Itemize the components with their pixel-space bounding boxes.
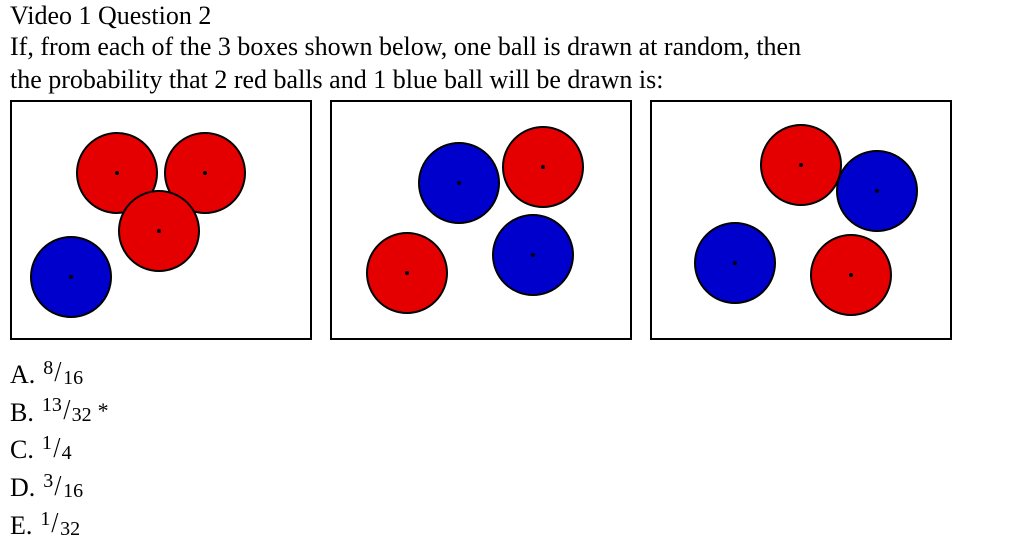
choice-letter: E. [10,508,32,543]
ball-center-dot [875,189,879,193]
ball-center-dot [405,271,409,275]
red-ball [366,232,448,314]
boxes-row [10,100,1026,340]
fraction-denominator: 32 [72,402,92,429]
question-text-line-2: the probability that 2 red balls and 1 b… [10,64,1026,97]
fraction-numerator: 1 [40,506,50,533]
correct-answer-mark: * [98,396,109,426]
ball-center-dot [457,181,461,185]
fraction-slash: / [52,505,59,543]
ball-center-dot [157,229,161,233]
red-ball [118,190,200,272]
fraction-denominator: 4 [62,440,72,467]
choice-fraction: 13/32 [42,392,92,430]
answer-choices: A.8/16B.13/32*C.1/4D.3/16E.1/32 [10,354,1026,543]
blue-ball [836,150,918,232]
fraction-slash: / [55,354,62,392]
red-ball [760,124,842,206]
ball-center-dot [849,273,853,277]
choice-fraction: 8/16 [43,354,83,392]
question-page: Video 1 Question 2 If, from each of the … [0,0,1036,553]
page-title: Video 1 Question 2 [10,0,1026,31]
question-text-line-1: If, from each of the 3 boxes shown below… [10,31,1026,64]
ball-center-dot [541,165,545,169]
fraction-denominator: 32 [60,516,80,543]
red-ball [502,126,584,208]
fraction-denominator: 16 [63,478,83,505]
ball-center-dot [531,253,535,257]
box-2 [330,100,632,340]
fraction-slash: / [63,392,70,430]
blue-ball [492,214,574,296]
fraction-numerator: 8 [43,355,53,382]
ball-center-dot [733,261,737,265]
ball-center-dot [115,171,119,175]
choice-fraction: 1/4 [42,430,72,468]
choice-fraction: 1/32 [40,505,80,543]
choice-c: C. 1/4 [10,430,1026,468]
choice-d: D.3/16 [10,468,1026,506]
box-1 [10,100,312,340]
fraction-slash: / [55,468,62,506]
choice-b: B.13/32* [10,392,1026,430]
red-ball [810,234,892,316]
choice-letter: C. [10,432,34,467]
choice-fraction: 3/16 [43,468,83,506]
blue-ball [694,222,776,304]
blue-ball [418,142,500,224]
choice-e: E.1/32 [10,505,1026,543]
ball-center-dot [203,171,207,175]
fraction-numerator: 13 [42,392,62,419]
choice-letter: D. [10,470,35,505]
choice-a: A.8/16 [10,354,1026,392]
fraction-numerator: 1 [42,430,52,457]
fraction-slash: / [53,430,60,468]
blue-ball [30,236,112,318]
choice-letter: A. [10,357,35,392]
box-3 [650,100,952,340]
ball-center-dot [799,163,803,167]
fraction-denominator: 16 [63,365,83,392]
choice-letter: B. [10,395,34,430]
fraction-numerator: 3 [43,468,53,495]
ball-center-dot [69,275,73,279]
